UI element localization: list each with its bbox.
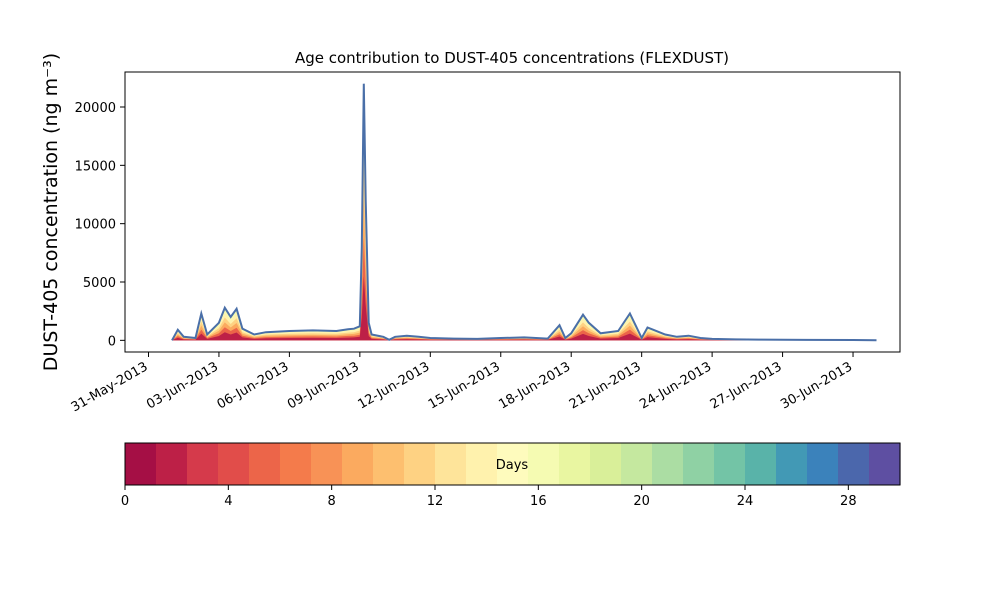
colorbar-segment — [373, 443, 405, 485]
colorbar-tick-label: 0 — [121, 494, 129, 509]
colorbar-segment — [466, 443, 498, 485]
total-series-line — [171, 83, 877, 342]
x-tick-label: 15-Jun-2013 — [426, 359, 503, 412]
colorbar-segment — [280, 443, 312, 485]
age-area-band — [171, 122, 877, 341]
x-tick-label: 03-Jun-2013 — [144, 359, 221, 412]
x-tick-label: 31-May-2013 — [69, 359, 151, 415]
y-tick-label: 5000 — [83, 276, 116, 291]
colorbar-tick-label: 24 — [737, 494, 754, 509]
age-area-layers — [171, 83, 877, 341]
colorbar-segment — [342, 443, 374, 485]
age-area-band — [171, 237, 877, 341]
x-axis-ticks: 31-May-201303-Jun-201306-Jun-201309-Jun-… — [69, 352, 855, 415]
colorbar-segment — [497, 443, 529, 485]
colorbar-segment — [838, 443, 870, 485]
age-colorbar — [125, 443, 901, 485]
colorbar-tick-label: 28 — [840, 494, 857, 509]
y-tick-label: 10000 — [75, 218, 116, 233]
age-area-band — [171, 83, 877, 341]
colorbar-segment — [652, 443, 684, 485]
colorbar-segment — [249, 443, 281, 485]
x-tick-label: 30-Jun-2013 — [778, 359, 855, 412]
colorbar-segment — [559, 443, 591, 485]
x-tick-label: 18-Jun-2013 — [496, 359, 573, 412]
colorbar-tick-label: 4 — [224, 494, 232, 509]
x-tick-label: 24-Jun-2013 — [637, 359, 714, 412]
colorbar-tick-label: 8 — [328, 494, 336, 509]
colorbar-segment — [404, 443, 436, 485]
colorbar-segment — [683, 443, 715, 485]
colorbar-segment — [714, 443, 746, 485]
colorbar-segment — [528, 443, 560, 485]
colorbar-tick-label: 20 — [633, 494, 650, 509]
colorbar-segment — [435, 443, 467, 485]
colorbar-segment — [869, 443, 901, 485]
plot-frame — [124, 71, 901, 353]
colorbar-tick-label: 16 — [530, 494, 547, 509]
colorbar-ticks: 0 4 8 12 16 20 24 28 — [121, 485, 857, 509]
colorbar-segment — [807, 443, 839, 485]
y-tick-label: 0 — [108, 334, 116, 349]
colorbar-frame — [124, 442, 901, 486]
colorbar-segment — [187, 443, 219, 485]
colorbar-segment — [218, 443, 250, 485]
y-axis-ticks: 0 5000 10000 15000 20000 — [75, 101, 125, 349]
colorbar-tick-label: 12 — [427, 494, 444, 509]
x-tick-label: 09-Jun-2013 — [285, 359, 362, 412]
colorbar-segment — [776, 443, 808, 485]
total-concentration-line — [171, 83, 877, 342]
x-tick-label: 21-Jun-2013 — [567, 359, 644, 412]
colorbar-segment — [156, 443, 188, 485]
x-tick-label: 06-Jun-2013 — [215, 359, 292, 412]
y-tick-label: 20000 — [75, 101, 116, 116]
colorbar-segment — [590, 443, 622, 485]
colorbar-label: Days — [496, 458, 529, 473]
x-tick-label: 12-Jun-2013 — [355, 359, 432, 412]
colorbar-segment — [621, 443, 653, 485]
chart-title: Age contribution to DUST-405 concentrati… — [295, 49, 729, 67]
y-tick-label: 15000 — [75, 159, 116, 174]
colorbar-segment — [311, 443, 343, 485]
colorbar-segment — [745, 443, 777, 485]
y-axis-label: DUST-405 concentration (ng m⁻³) — [40, 53, 62, 371]
age-area-band — [171, 160, 877, 341]
age-area-band — [171, 199, 877, 341]
colorbar-segment — [125, 443, 157, 485]
x-tick-label: 27-Jun-2013 — [708, 359, 785, 412]
